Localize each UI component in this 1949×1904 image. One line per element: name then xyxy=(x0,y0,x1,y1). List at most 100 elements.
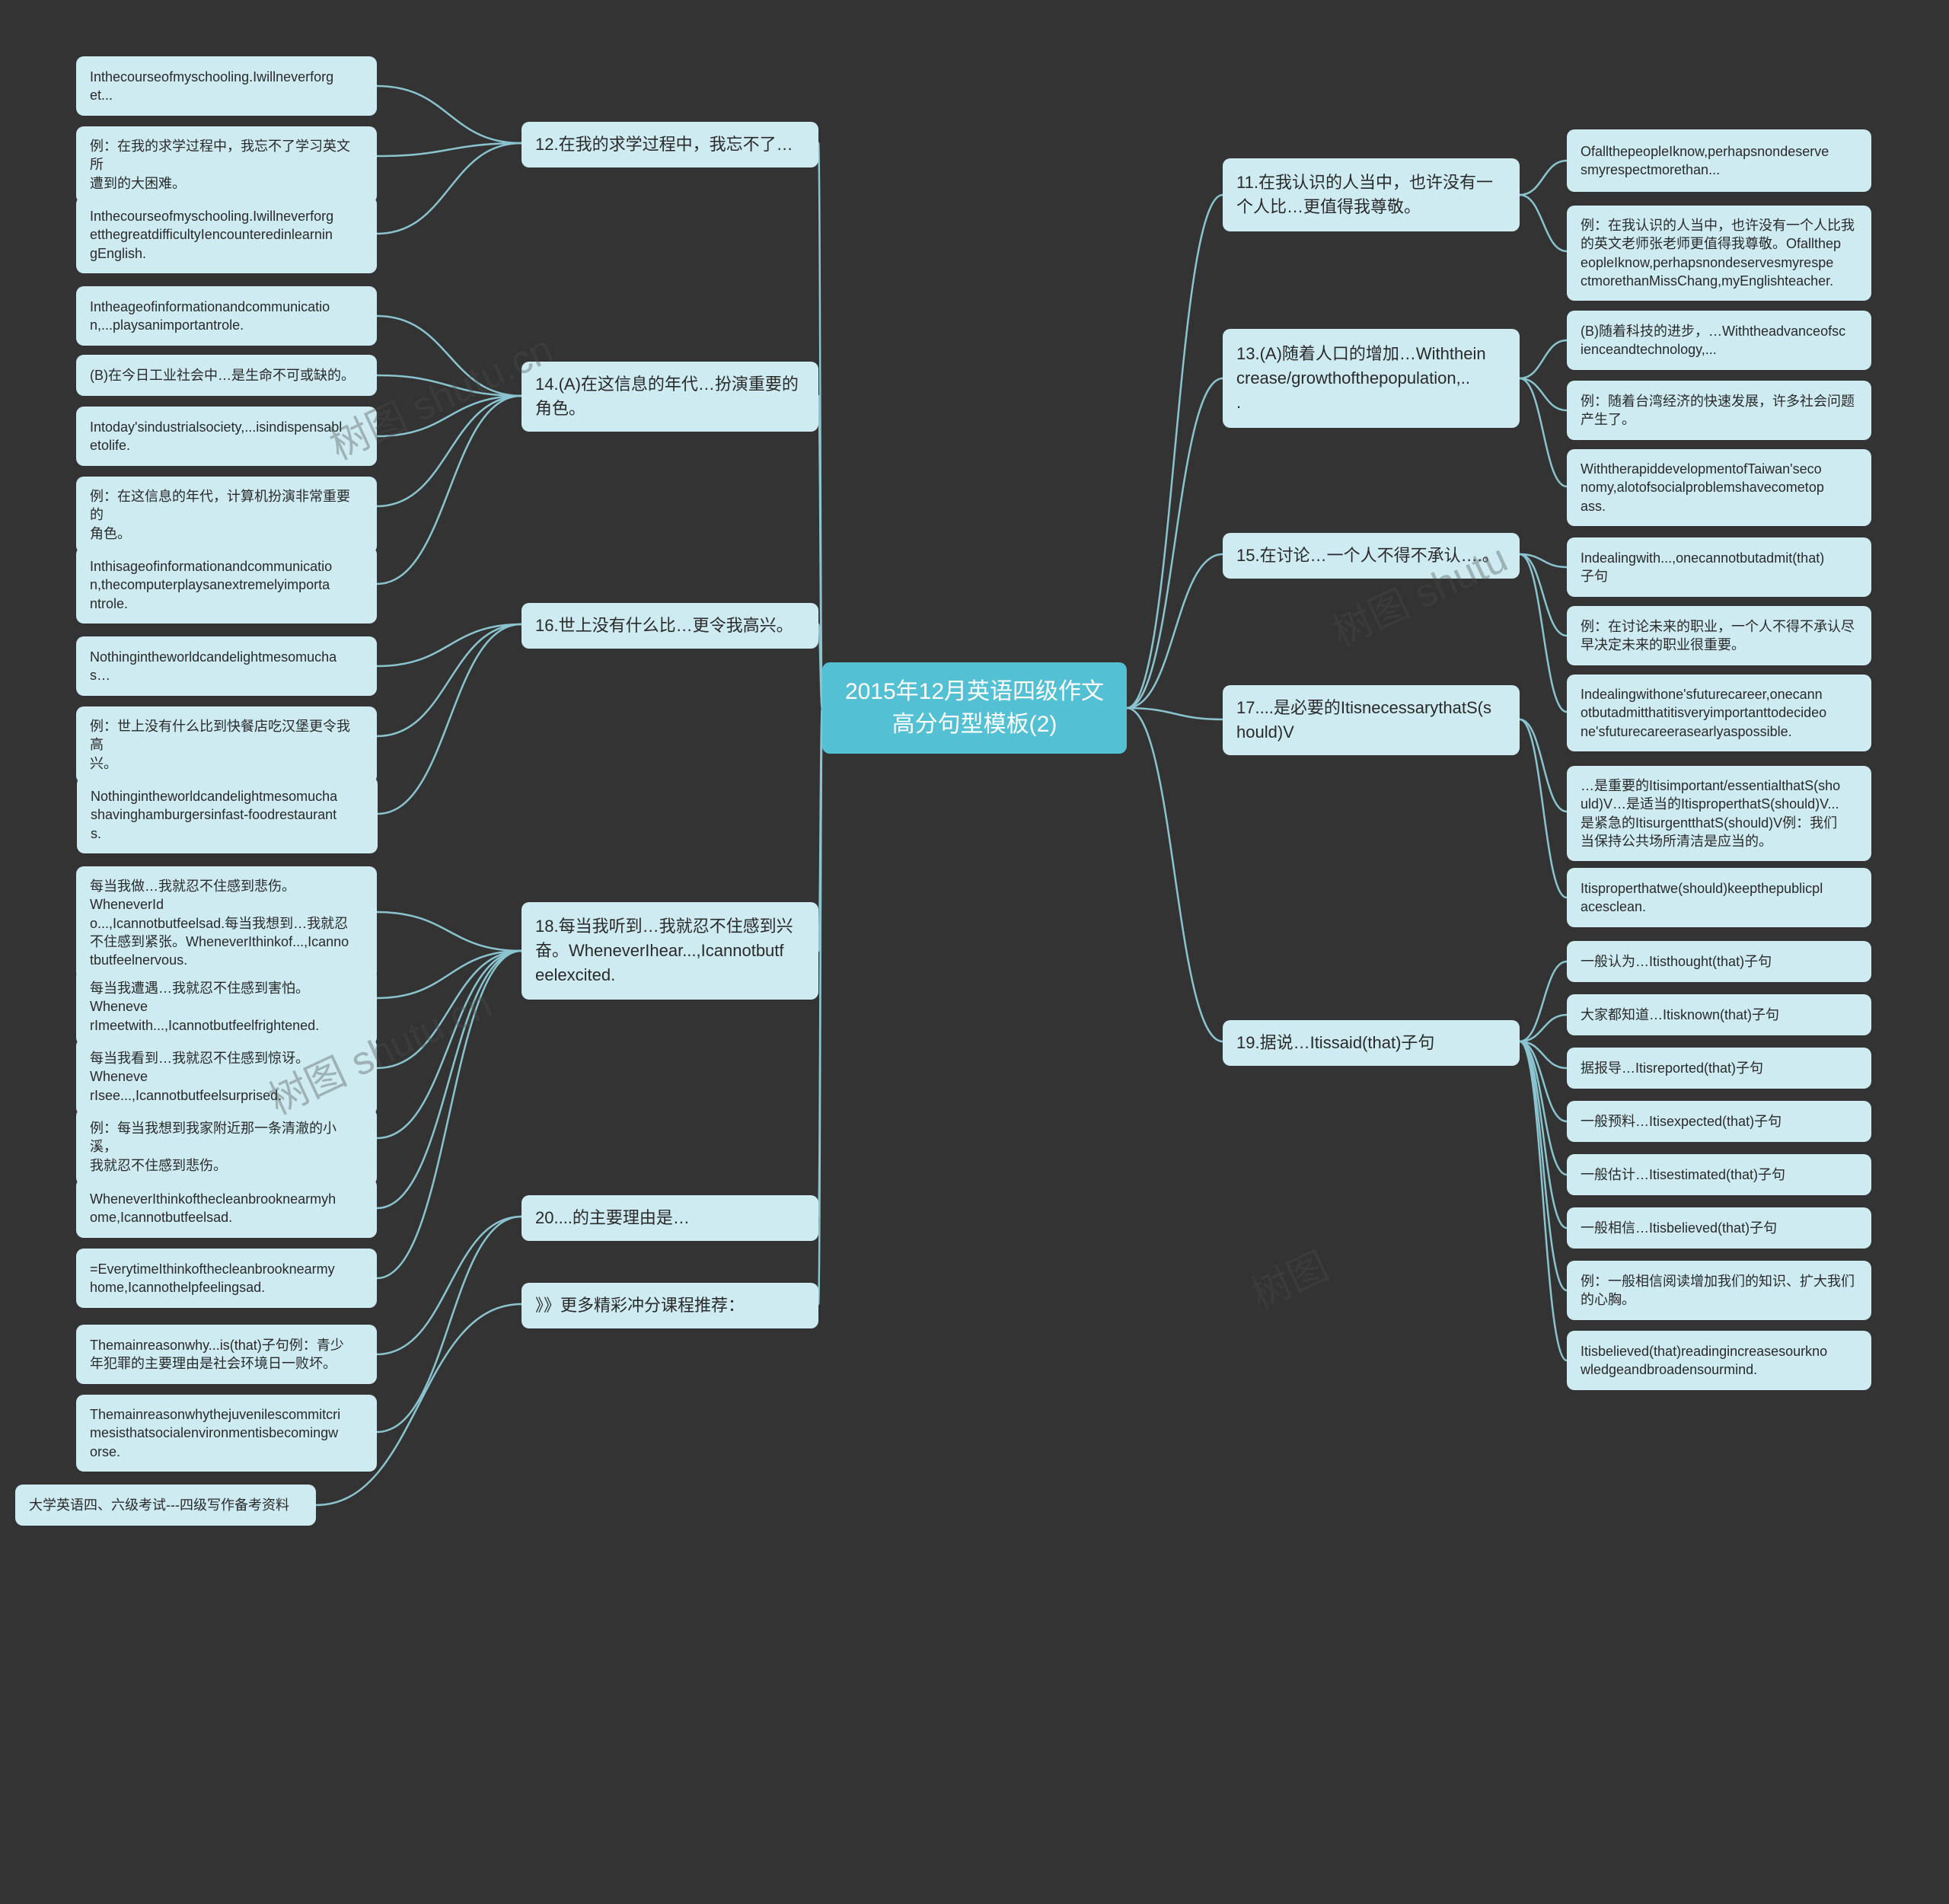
leaf-node-l18e: WheneverIthinkofthecleanbrooknearmyhome,… xyxy=(76,1178,377,1238)
branch-node-b16: 16.世上没有什么比…更令我高兴。 xyxy=(522,603,818,649)
root-node: 2015年12月英语四级作文高分句型模板(2) xyxy=(822,662,1127,754)
node-label: 据报导…Itisreported(that)子句 xyxy=(1581,1059,1763,1077)
node-label: 13.(A)随着人口的增加…Withtheincrease/growthofth… xyxy=(1236,342,1486,415)
leaf-node-l15b: 例：在讨论未来的职业，一个人不得不承认尽早决定未来的职业很重要。 xyxy=(1567,606,1871,665)
leaf-node-l19c: 据报导…Itisreported(that)子句 xyxy=(1567,1048,1871,1089)
leaf-node-l19e: 一般估计…Itisestimated(that)子句 xyxy=(1567,1154,1871,1195)
leaf-node-l18a: 每当我做…我就忍不住感到悲伤。WheneverIdo...,Icannotbut… xyxy=(76,866,377,980)
leaf-node-l19a: 一般认为…Itisthought(that)子句 xyxy=(1567,941,1871,982)
node-label: 每当我遭遇…我就忍不住感到害怕。WheneverImeetwith...,Ica… xyxy=(90,979,363,1035)
node-label: =EverytimeIthinkofthecleanbrooknearmyhom… xyxy=(90,1260,335,1297)
node-label: 例：在我的求学过程中，我忘不了学习英文所遭到的大困难。 xyxy=(90,137,363,193)
node-label: 20....的主要理由是… xyxy=(535,1206,690,1230)
node-label: Indealingwith...,onecannotbutadmit(that)… xyxy=(1581,549,1824,586)
branch-node-b13: 13.(A)随着人口的增加…Withtheincrease/growthofth… xyxy=(1223,329,1520,428)
node-label: OfallthepeopleIknow,perhapsnondeservesmy… xyxy=(1581,142,1829,180)
leaf-node-l17b: Itisproperthatwe(should)keepthepublicpla… xyxy=(1567,868,1871,927)
node-label: Inthecourseofmyschooling.Iwillneverforge… xyxy=(90,207,333,263)
node-label: 例：在我认识的人当中，也许没有一个人比我的英文老师张老师更值得我尊敬。Ofall… xyxy=(1581,216,1855,290)
leaf-node-l13b: 例：随着台湾经济的快速发展，许多社会问题产生了。 xyxy=(1567,381,1871,440)
branch-node-b17: 17....是必要的ItisnecessarythatS(should)V xyxy=(1223,685,1520,755)
node-label: 15.在讨论…一个人不得不承认….。 xyxy=(1236,544,1499,568)
node-label: 》》更多精彩冲分课程推荐： xyxy=(535,1293,745,1318)
branch-node-b20: 20....的主要理由是… xyxy=(522,1195,818,1241)
node-label: 例：在讨论未来的职业，一个人不得不承认尽早决定未来的职业很重要。 xyxy=(1581,617,1855,655)
node-label: Nothingintheworldcandelightmesomuchas… xyxy=(90,648,337,685)
node-label: 一般预料…Itisexpected(that)子句 xyxy=(1581,1112,1782,1131)
leaf-node-l15a: Indealingwith...,onecannotbutadmit(that)… xyxy=(1567,537,1871,597)
root-label: 2015年12月英语四级作文高分句型模板(2) xyxy=(845,675,1104,742)
branch-node-b19: 19.据说…Itissaid(that)子句 xyxy=(1223,1020,1520,1066)
leaf-node-l12b: 例：在我的求学过程中，我忘不了学习英文所遭到的大困难。 xyxy=(76,126,377,203)
leaf-node-l19d: 一般预料…Itisexpected(that)子句 xyxy=(1567,1101,1871,1142)
node-label: 19.据说…Itissaid(that)子句 xyxy=(1236,1031,1434,1055)
leaf-node-l12a: Inthecourseofmyschooling.Iwillneverforge… xyxy=(76,56,377,116)
node-label: 大家都知道…Itisknown(that)子句 xyxy=(1581,1006,1779,1024)
node-label: 例：每当我想到我家附近那一条清澈的小溪，我就忍不住感到悲伤。 xyxy=(90,1119,363,1175)
node-label: 14.(A)在这信息的年代…扮演重要的角色。 xyxy=(535,372,799,421)
node-label: …是重要的Itisimportant/essentialthatS(should… xyxy=(1581,777,1840,850)
node-label: 例：随着台湾经济的快速发展，许多社会问题产生了。 xyxy=(1581,392,1855,429)
leaf-node-l14c: Intoday'sindustrialsociety,...isindispen… xyxy=(76,407,377,466)
leaf-node-l12c: Inthecourseofmyschooling.Iwillneverforge… xyxy=(76,196,377,273)
node-label: Inthecourseofmyschooling.Iwillneverforge… xyxy=(90,68,333,105)
watermark-text: 树图 xyxy=(1245,1244,1335,1318)
leaf-node-l16c: Nothingintheworldcandelightmesomuchashav… xyxy=(77,777,378,853)
leaf-node-l16b: 例：世上没有什么比到快餐店吃汉堡更令我高兴。 xyxy=(76,706,377,783)
node-label: 例：一般相信阅读增加我们的知识、扩大我们的心胸。 xyxy=(1581,1272,1855,1309)
leaf-node-l11a: OfallthepeopleIknow,perhapsnondeservesmy… xyxy=(1567,129,1871,192)
node-label: 例：世上没有什么比到快餐店吃汉堡更令我高兴。 xyxy=(90,717,363,773)
node-label: Itisproperthatwe(should)keepthepublicpla… xyxy=(1581,879,1823,917)
leaf-node-l16a: Nothingintheworldcandelightmesomuchas… xyxy=(76,636,377,696)
leaf-node-l17a: …是重要的Itisimportant/essentialthatS(should… xyxy=(1567,766,1871,861)
branch-node-bMore: 》》更多精彩冲分课程推荐： xyxy=(522,1283,818,1328)
leaf-node-l14a: Intheageofinformationandcommunication,..… xyxy=(76,286,377,346)
node-label: Themainreasonwhythejuvenilescommitcrimes… xyxy=(90,1405,340,1461)
node-label: Nothingintheworldcandelightmesomuchashav… xyxy=(91,787,337,843)
node-label: 18.每当我听到…我就忍不住感到兴奋。WheneverIhear...,Ican… xyxy=(535,914,793,987)
node-label: 一般相信…Itisbelieved(that)子句 xyxy=(1581,1219,1777,1237)
node-label: (B)在今日工业社会中…是生命不可或缺的。 xyxy=(90,366,355,384)
node-label: (B)随着科技的进步，…Withtheadvanceofscienceandte… xyxy=(1581,322,1845,359)
node-label: 例：在这信息的年代，计算机扮演非常重要的角色。 xyxy=(90,487,363,543)
leaf-node-l18b: 每当我遭遇…我就忍不住感到害怕。WheneverImeetwith...,Ica… xyxy=(76,968,377,1045)
node-label: Intoday'sindustrialsociety,...isindispen… xyxy=(90,418,342,455)
node-label: Itisbelieved(that)readingincreasesourkno… xyxy=(1581,1342,1827,1379)
node-label: WheneverIthinkofthecleanbrooknearmyhome,… xyxy=(90,1190,336,1227)
leaf-node-l19h: Itisbelieved(that)readingincreasesourkno… xyxy=(1567,1331,1871,1390)
leaf-node-l19b: 大家都知道…Itisknown(that)子句 xyxy=(1567,994,1871,1035)
branch-node-b11: 11.在我认识的人当中，也许没有一个人比…更值得我尊敬。 xyxy=(1223,158,1520,231)
node-label: 11.在我认识的人当中，也许没有一个人比…更值得我尊敬。 xyxy=(1236,171,1493,219)
leaf-node-l18f: =EverytimeIthinkofthecleanbrooknearmyhom… xyxy=(76,1249,377,1308)
branch-node-b14: 14.(A)在这信息的年代…扮演重要的角色。 xyxy=(522,362,818,432)
node-label: Indealingwithone'sfuturecareer,onecannot… xyxy=(1581,685,1826,741)
leaf-node-l19g: 例：一般相信阅读增加我们的知识、扩大我们的心胸。 xyxy=(1567,1261,1871,1320)
branch-node-b12: 12.在我的求学过程中，我忘不了… xyxy=(522,122,818,167)
node-label: Intheageofinformationandcommunication,..… xyxy=(90,298,330,335)
leaf-node-l19f: 一般相信…Itisbelieved(that)子句 xyxy=(1567,1207,1871,1249)
leaf-node-l14e: Inthisageofinformationandcommunication,t… xyxy=(76,547,377,624)
node-label: Themainreasonwhy...is(that)子句例：青少年犯罪的主要理… xyxy=(90,1336,344,1373)
node-label: 12.在我的求学过程中，我忘不了… xyxy=(535,132,793,157)
node-label: 17....是必要的ItisnecessarythatS(should)V xyxy=(1236,696,1491,745)
leaf-node-l15c: Indealingwithone'sfuturecareer,onecannot… xyxy=(1567,675,1871,751)
leaf-node-l20a: Themainreasonwhy...is(that)子句例：青少年犯罪的主要理… xyxy=(76,1325,377,1384)
node-label: 16.世上没有什么比…更令我高兴。 xyxy=(535,614,793,638)
leaf-node-l18d: 例：每当我想到我家附近那一条清澈的小溪，我就忍不住感到悲伤。 xyxy=(76,1108,377,1185)
leaf-node-lMore: 大学英语四、六级考试---四级写作备考资料 xyxy=(15,1485,316,1526)
leaf-node-l18c: 每当我看到…我就忍不住感到惊讶。WheneverIsee...,Icannotb… xyxy=(76,1038,377,1115)
branch-node-b18: 18.每当我听到…我就忍不住感到兴奋。WheneverIhear...,Ican… xyxy=(522,902,818,1000)
node-label: 每当我看到…我就忍不住感到惊讶。WheneverIsee...,Icannotb… xyxy=(90,1049,363,1105)
node-label: 一般估计…Itisestimated(that)子句 xyxy=(1581,1166,1785,1184)
leaf-node-l14b: (B)在今日工业社会中…是生命不可或缺的。 xyxy=(76,355,377,396)
leaf-node-l11b: 例：在我认识的人当中，也许没有一个人比我的英文老师张老师更值得我尊敬。Ofall… xyxy=(1567,206,1871,301)
watermark: 树图 xyxy=(1240,1235,1336,1320)
node-label: 大学英语四、六级考试---四级写作备考资料 xyxy=(29,1496,289,1514)
branch-node-b15: 15.在讨论…一个人不得不承认….。 xyxy=(1223,533,1520,579)
leaf-node-l20b: Themainreasonwhythejuvenilescommitcrimes… xyxy=(76,1395,377,1472)
leaf-node-l13a: (B)随着科技的进步，…Withtheadvanceofscienceandte… xyxy=(1567,311,1871,370)
node-label: 每当我做…我就忍不住感到悲伤。WheneverIdo...,Icannotbut… xyxy=(90,877,363,969)
leaf-node-l14d: 例：在这信息的年代，计算机扮演非常重要的角色。 xyxy=(76,477,377,553)
node-label: Inthisageofinformationandcommunication,t… xyxy=(90,557,332,613)
node-label: 一般认为…Itisthought(that)子句 xyxy=(1581,952,1772,971)
